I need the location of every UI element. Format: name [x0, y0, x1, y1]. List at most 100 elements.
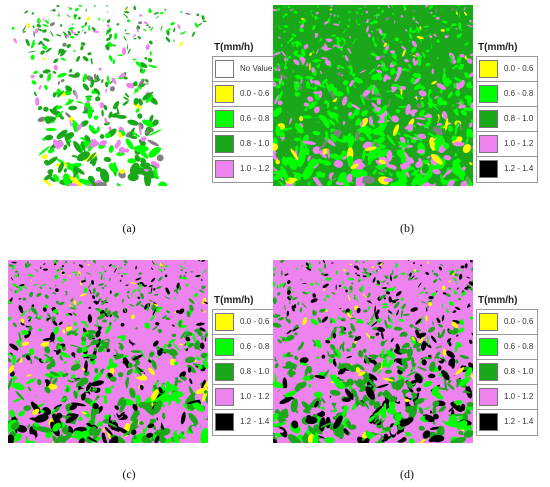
leaf-patch	[137, 35, 141, 40]
leaf-patch	[68, 31, 71, 35]
leaf-patch	[283, 338, 287, 342]
leaf-patch	[104, 81, 109, 88]
leaf-patch	[467, 58, 473, 64]
leaf-patch	[307, 155, 311, 161]
leaf-patch	[372, 36, 375, 43]
leaf-patch	[342, 55, 344, 58]
leaf-patch	[331, 291, 336, 295]
leaf-patch	[8, 354, 14, 361]
leaf-patch	[356, 260, 359, 263]
leaf-patch	[142, 92, 152, 101]
leaf-patch	[429, 35, 433, 39]
leaf-patch	[343, 44, 346, 48]
leaf-patch	[100, 313, 106, 317]
leaf-patch	[164, 274, 168, 278]
leaf-patch	[447, 307, 451, 311]
leaf-patch	[327, 148, 330, 159]
leaf-patch	[56, 431, 73, 443]
leaf-patch	[105, 88, 108, 93]
leaf-patch	[299, 10, 303, 16]
leaf-patch	[83, 356, 90, 359]
leaf-patch	[57, 81, 60, 86]
leaf-patch	[130, 314, 135, 320]
leaf-patch	[414, 373, 423, 384]
leaf-patch	[395, 379, 405, 391]
leaf-patch	[123, 263, 127, 266]
leaf-patch	[23, 405, 32, 412]
leaf-patch	[88, 24, 91, 32]
leaf-patch	[96, 74, 99, 81]
leaf-patch	[55, 264, 59, 269]
leaf-patch	[68, 274, 71, 277]
leaf-patch	[309, 374, 315, 380]
leaf-patch	[347, 26, 351, 34]
leaf-patch	[338, 332, 343, 337]
leaf-patch	[401, 145, 404, 152]
leaf-patch	[353, 295, 359, 302]
leaf-patch	[404, 5, 407, 9]
leaf-patch	[35, 28, 39, 34]
leaf-patch	[105, 297, 108, 300]
leaf-patch	[59, 24, 63, 27]
leaf-patch	[314, 374, 326, 379]
leaf-patch	[329, 319, 333, 324]
leaf-patch	[141, 283, 145, 286]
leaf-patch	[411, 275, 415, 279]
leaf-patch	[101, 266, 104, 268]
leaf-patch	[47, 169, 54, 175]
leaf-patch	[293, 365, 297, 371]
leaf-patch	[350, 317, 356, 320]
leaf-patch	[182, 380, 188, 386]
leaf-patch	[9, 343, 19, 351]
leaf-patch	[121, 275, 123, 277]
leaf-patch	[189, 304, 194, 312]
leaf-patch	[299, 362, 309, 366]
leaf-patch	[282, 261, 285, 264]
leaf-patch	[273, 107, 283, 118]
leaf-patch	[104, 117, 108, 124]
leaf-patch	[37, 116, 46, 123]
leaf-patch	[23, 321, 32, 326]
leaf-patch	[311, 276, 313, 279]
leaf-patch	[194, 345, 201, 350]
leaf-patch	[425, 307, 428, 312]
leaf-patch	[60, 397, 68, 402]
leaf-patch	[195, 356, 201, 361]
leaf-patch	[346, 85, 350, 95]
leaf-patch	[194, 22, 199, 28]
leaf-patch	[126, 295, 130, 300]
leaf-patch	[112, 100, 120, 110]
leaf-patch	[18, 305, 24, 314]
leaf-patch	[302, 127, 311, 133]
leaf-patch	[189, 378, 193, 385]
leaf-patch	[155, 322, 160, 326]
leaf-patch	[421, 340, 427, 351]
leaf-patch	[27, 424, 31, 429]
leaf-patch	[95, 166, 102, 172]
leaf-patch	[273, 52, 281, 56]
legend-label: 0.0 - 0.6	[240, 89, 270, 98]
leaf-patch	[439, 411, 449, 422]
leaf-patch	[180, 352, 184, 357]
leaf-patch	[182, 285, 185, 291]
leaf-patch	[65, 85, 71, 90]
leaf-patch	[12, 283, 18, 287]
leaf-patch	[353, 77, 363, 84]
leaf-patch	[344, 68, 351, 74]
leaf-patch	[462, 360, 470, 366]
leaf-patch	[72, 122, 78, 133]
leaf-patch	[302, 435, 308, 443]
leaf-patch	[273, 55, 276, 58]
leaf-patch	[338, 11, 341, 18]
leaf-patch	[327, 147, 337, 152]
leaf-patch	[361, 272, 368, 274]
leaf-patch	[346, 312, 352, 318]
leaf-patch	[48, 176, 56, 183]
leaf-patch	[41, 407, 52, 416]
leaf-patch	[389, 317, 393, 324]
leaf-patch	[70, 29, 74, 34]
leaf-patch	[464, 115, 472, 119]
leaf-patch	[411, 29, 418, 33]
leaf-patch	[193, 293, 198, 298]
leaf-patch	[88, 124, 96, 133]
